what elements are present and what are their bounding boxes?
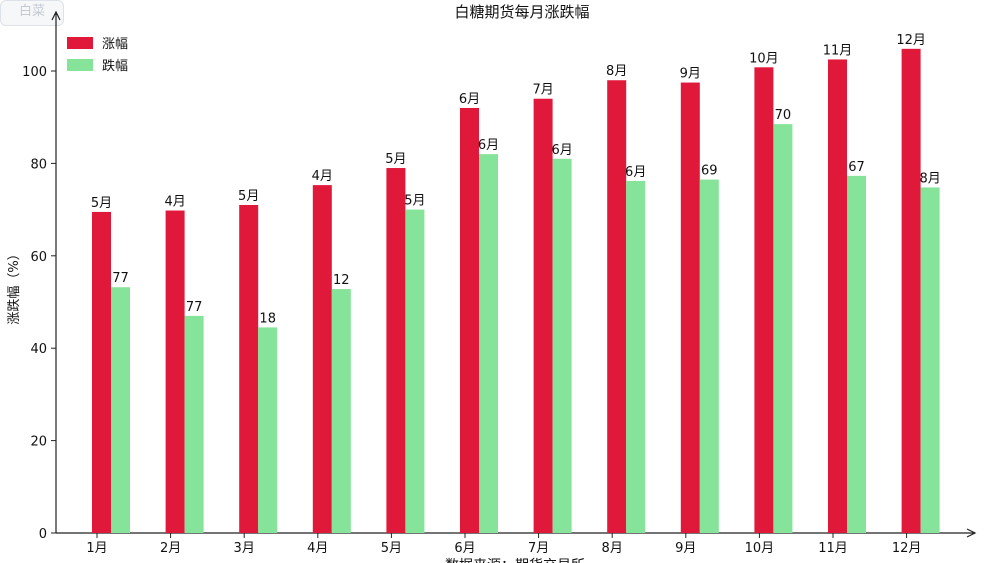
bar-fall bbox=[184, 315, 204, 533]
y-axis-label: 涨跌幅（%） bbox=[6, 247, 22, 324]
data-label: 67 bbox=[848, 160, 865, 175]
legend-label: 跌幅 bbox=[102, 58, 128, 74]
bar-fall bbox=[331, 289, 351, 533]
x-tick-label: 4月 bbox=[307, 541, 328, 556]
data-label: 69 bbox=[701, 164, 718, 179]
x-tick-label: 9月 bbox=[675, 541, 696, 556]
x-axis-label: 数据来源：期货交易所 bbox=[445, 557, 585, 563]
bar-rise bbox=[607, 80, 627, 534]
chart-title: 白糖期货每月涨跌幅 bbox=[454, 3, 589, 21]
data-label: 12月 bbox=[896, 33, 926, 48]
bar-rise bbox=[754, 67, 774, 533]
data-label: 10月 bbox=[749, 51, 779, 66]
data-label: 5月 bbox=[91, 196, 112, 211]
bar-fall bbox=[552, 158, 572, 533]
data-label: 18 bbox=[259, 311, 276, 326]
x-tick-label: 7月 bbox=[528, 541, 549, 556]
bar-rise bbox=[386, 168, 406, 533]
y-tick-label: 20 bbox=[30, 435, 47, 450]
data-label: 6月 bbox=[459, 92, 480, 107]
watermark-logo: 白菜 bbox=[0, 0, 64, 26]
legend-swatch bbox=[67, 59, 93, 71]
bar-fall bbox=[258, 327, 278, 533]
bar-fall bbox=[405, 209, 425, 533]
x-tick-label: 8月 bbox=[602, 541, 623, 556]
bar-fall bbox=[699, 179, 719, 533]
data-label: 4月 bbox=[164, 195, 185, 210]
bar-rise bbox=[901, 48, 921, 533]
x-tick-label: 5月 bbox=[381, 541, 402, 556]
data-label: 6月 bbox=[478, 138, 499, 153]
data-label: 9月 bbox=[680, 67, 701, 82]
data-label: 7月 bbox=[532, 83, 553, 98]
data-label: 8月 bbox=[606, 64, 627, 79]
data-label: 12 bbox=[333, 273, 350, 288]
data-label: 5月 bbox=[238, 189, 259, 204]
y-tick-label: 60 bbox=[30, 250, 47, 265]
y-tick-label: 0 bbox=[39, 527, 47, 542]
x-tick-label: 10月 bbox=[745, 541, 775, 556]
bar-fall bbox=[111, 287, 130, 533]
x-tick-label: 12月 bbox=[892, 541, 922, 556]
bar-rise bbox=[828, 59, 847, 533]
data-label: 6月 bbox=[625, 165, 646, 180]
bar-rise bbox=[533, 98, 553, 533]
legend-label: 涨幅 bbox=[102, 37, 128, 52]
y-tick-label: 40 bbox=[30, 342, 47, 357]
x-tick-label: 2月 bbox=[160, 541, 181, 556]
bar-rise bbox=[680, 82, 700, 534]
data-label: 5月 bbox=[385, 152, 406, 167]
bar-rise bbox=[460, 107, 479, 534]
data-label: 77 bbox=[186, 300, 203, 315]
x-tick-label: 6月 bbox=[454, 541, 475, 556]
bar-rise bbox=[92, 211, 111, 533]
x-tick-label: 11月 bbox=[818, 541, 848, 556]
data-label: 77 bbox=[112, 271, 129, 286]
bar-rise bbox=[312, 185, 332, 533]
data-label: 4月 bbox=[312, 169, 333, 184]
bar-rise bbox=[239, 204, 259, 534]
bar-fall bbox=[920, 187, 940, 533]
bar-rise bbox=[165, 210, 185, 534]
x-tick-label: 3月 bbox=[234, 541, 255, 556]
data-label: 70 bbox=[775, 108, 792, 123]
bar-fall bbox=[479, 154, 498, 533]
data-label: 8月 bbox=[919, 171, 940, 186]
bar-fall bbox=[773, 124, 793, 533]
data-label: 5月 bbox=[404, 194, 425, 209]
x-tick-label: 1月 bbox=[86, 541, 107, 556]
legend-swatch bbox=[67, 37, 93, 49]
y-axis-arrow bbox=[51, 10, 61, 21]
data-label: 6月 bbox=[551, 143, 572, 158]
x-axis-arrow bbox=[966, 528, 977, 538]
y-tick-label: 100 bbox=[22, 65, 47, 80]
y-tick-label: 80 bbox=[30, 157, 47, 172]
bar-fall bbox=[847, 175, 866, 533]
data-label: 11月 bbox=[823, 43, 853, 58]
bar-fall bbox=[626, 180, 646, 533]
